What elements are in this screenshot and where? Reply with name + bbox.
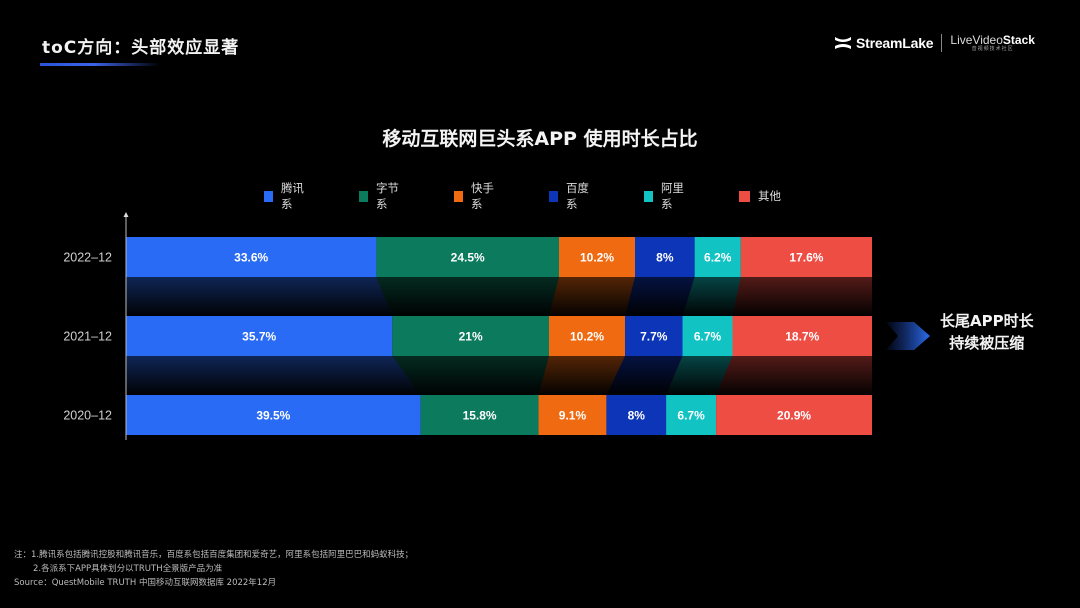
data-label: 18.7% bbox=[785, 330, 819, 344]
footnotes: 注：1.腾讯系包括腾讯控股和腾讯音乐，百度系包括百度集团和爱奇艺，阿里系包括阿里… bbox=[14, 548, 413, 590]
bar-segment bbox=[740, 237, 872, 277]
livevideostack-prefix: LiveVideo bbox=[950, 32, 1003, 47]
data-label: 35.7% bbox=[242, 330, 276, 344]
bar-segment bbox=[126, 237, 377, 277]
axis-arrow-icon bbox=[123, 212, 129, 217]
connector-band bbox=[732, 277, 872, 316]
data-label: 24.5% bbox=[451, 251, 485, 265]
bar-segment bbox=[694, 237, 741, 277]
bar-segments: 33.6% 24.5% 10.2% 8% 6.2% 17.6% 35.7% 21% 10.2% 7… bbox=[126, 237, 872, 435]
y-tick-label: 2020–12 bbox=[63, 409, 112, 423]
livevideostack-logo: LiveVideoStack 音视频技术社区 bbox=[950, 34, 1035, 53]
connector-band bbox=[666, 356, 733, 395]
data-label: 8% bbox=[628, 409, 646, 423]
bar-segment bbox=[376, 237, 559, 277]
legend-label: 腾讯系 bbox=[280, 181, 304, 211]
data-label: 39.5% bbox=[256, 409, 290, 423]
bar-segment bbox=[126, 316, 393, 356]
streamlake-logo-text: StreamLake bbox=[856, 35, 934, 51]
bar-segment bbox=[392, 316, 549, 356]
legend-label: 字节系 bbox=[375, 181, 399, 211]
logo-area: StreamLake LiveVideoStack 音视频技术社区 bbox=[834, 30, 1035, 56]
connector-band bbox=[126, 356, 421, 395]
bar-segment bbox=[420, 395, 539, 435]
legend-swatch bbox=[549, 190, 558, 202]
legend-item: 快手系 bbox=[454, 180, 499, 212]
data-label: 8% bbox=[656, 251, 674, 265]
annotation-line-2: 持续被压缩 bbox=[949, 334, 1025, 352]
legend-label: 其他 bbox=[758, 189, 781, 203]
connector-band bbox=[682, 277, 741, 316]
arrow-shape bbox=[886, 322, 930, 350]
annotation: 长尾APP时长 持续被压缩 bbox=[940, 310, 1034, 354]
legend-swatch bbox=[359, 190, 368, 202]
data-label: 20.9% bbox=[777, 409, 811, 423]
legend-swatch bbox=[644, 190, 653, 202]
legend-label: 百度系 bbox=[565, 181, 589, 211]
connector-band bbox=[625, 277, 695, 316]
data-label: 6.7% bbox=[694, 330, 722, 344]
connector-band bbox=[538, 356, 626, 395]
legend-item: 字节系 bbox=[359, 180, 404, 212]
bar-segment bbox=[635, 237, 695, 277]
y-tick-label: 2021–12 bbox=[63, 330, 112, 344]
logo-divider bbox=[941, 34, 943, 52]
legend-label: 快手系 bbox=[470, 181, 494, 211]
chart-title: 移动互联网巨头系APP 使用时长占比 bbox=[382, 128, 698, 150]
footnote-2: 2.各派系下APP具体划分以TRUTH全景版产品为准 bbox=[33, 564, 223, 574]
page-title: toC方向：头部效应显著 bbox=[42, 38, 240, 58]
bar-segment bbox=[558, 237, 636, 277]
data-label: 6.7% bbox=[677, 409, 705, 423]
bar-segment bbox=[666, 395, 717, 435]
legend-item: 百度系 bbox=[549, 180, 594, 212]
legend-label: 阿里系 bbox=[660, 181, 684, 211]
bar-connectors bbox=[126, 277, 872, 395]
bar-segment bbox=[548, 316, 626, 356]
legend-swatch bbox=[264, 190, 273, 202]
data-label: 10.2% bbox=[570, 330, 604, 344]
bar-segment bbox=[538, 395, 607, 435]
bar-segment bbox=[732, 316, 872, 356]
bar-segment bbox=[625, 316, 683, 356]
data-label: 21% bbox=[459, 330, 483, 344]
livevideostack-subtitle: 音视频技术社区 bbox=[971, 45, 1014, 52]
data-label: 7.7% bbox=[640, 330, 668, 344]
legend-item: 其他 bbox=[739, 180, 784, 212]
y-tick-labels: 2022–12 2021–12 2020–12 bbox=[63, 251, 112, 423]
annotation-line-1: 长尾APP时长 bbox=[940, 312, 1034, 330]
streamlake-logo-icon bbox=[835, 37, 851, 49]
legend-item: 阿里系 bbox=[644, 180, 689, 212]
data-label: 9.1% bbox=[559, 409, 587, 423]
legend-swatch bbox=[739, 190, 750, 202]
legend-swatch bbox=[454, 190, 463, 202]
bar-segment bbox=[716, 395, 872, 435]
connector-band bbox=[376, 277, 559, 316]
connector-band bbox=[716, 356, 872, 395]
legend: 腾讯系 字节系 快手系 百度系 阿里系 其他 bbox=[264, 180, 784, 212]
bar-segment bbox=[682, 316, 733, 356]
y-axis bbox=[123, 212, 129, 440]
footnote-1: 注：1.腾讯系包括腾讯控股和腾讯音乐，百度系包括百度集团和爱奇艺，阿里系包括阿里… bbox=[14, 550, 414, 560]
source-note: Source：QuestMobile TRUTH 中国移动互联网数据库 2022… bbox=[14, 578, 277, 588]
arrow-icon bbox=[886, 322, 930, 350]
connector-band bbox=[392, 356, 549, 395]
y-tick-label: 2022–12 bbox=[63, 251, 112, 265]
data-label: 33.6% bbox=[234, 251, 268, 265]
legend-item: 腾讯系 bbox=[264, 180, 309, 212]
data-label: 17.6% bbox=[789, 251, 823, 265]
data-label: 10.2% bbox=[580, 251, 614, 265]
title-underline bbox=[40, 63, 160, 66]
connector-band bbox=[548, 277, 636, 316]
data-label: 15.8% bbox=[463, 409, 497, 423]
bar-segment bbox=[606, 395, 667, 435]
connector-band bbox=[606, 356, 683, 395]
data-label: 6.2% bbox=[704, 251, 732, 265]
connector-band bbox=[126, 277, 393, 316]
livevideostack-suffix: Stack bbox=[1002, 32, 1035, 47]
bar-segment bbox=[126, 395, 421, 435]
